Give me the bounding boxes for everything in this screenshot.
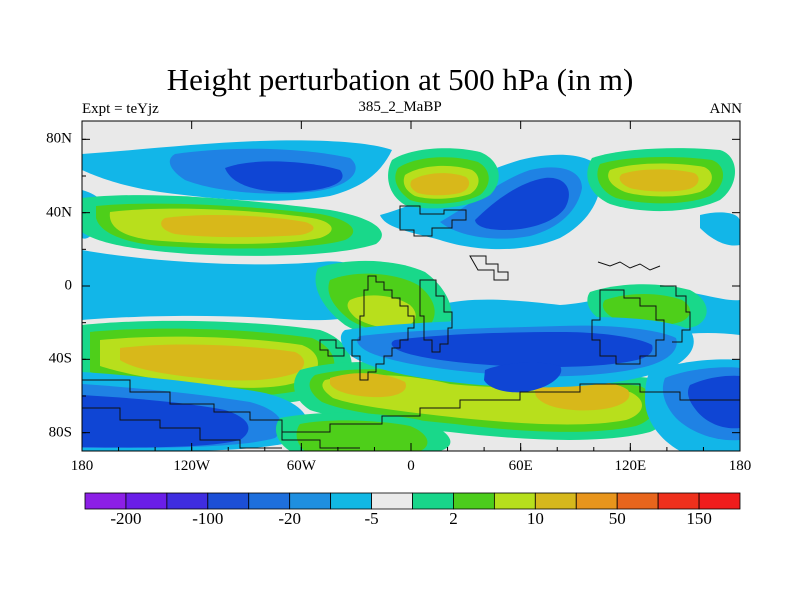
lat-label: 0 xyxy=(64,277,73,294)
contour-neg-eurasia-deep xyxy=(475,177,569,230)
lat-label: 80N xyxy=(46,130,72,147)
colorbar-swatch xyxy=(330,492,372,510)
colorbar-label: -5 xyxy=(364,509,379,528)
colorbar-swatch xyxy=(412,492,454,510)
contour-pos-tropics-africa-hi xyxy=(347,295,416,328)
contour-neg-sio-deep xyxy=(391,332,653,368)
colorbar-swatch xyxy=(125,492,168,510)
colorbar xyxy=(84,492,741,510)
plot-title: Height perturbation at 500 hPa (in m) xyxy=(166,62,634,97)
coastline-southeast xyxy=(660,285,691,343)
coastline-antarctica xyxy=(82,379,740,433)
colorbar-swatch xyxy=(166,492,209,510)
contour-neg-tropics xyxy=(82,250,374,321)
colorbar-label: 50 xyxy=(608,509,626,528)
lat-label: 40N xyxy=(46,204,72,221)
contour-field xyxy=(82,121,740,451)
colorbar-swatch xyxy=(657,492,700,510)
colorbar-label: 150 xyxy=(686,509,712,528)
colorbar-label: 2 xyxy=(449,509,458,528)
coastline-africa xyxy=(419,279,453,353)
coastline-asia-se xyxy=(469,255,509,281)
colorbar-swatch xyxy=(84,492,127,510)
contour-neg-sio-deep-2 xyxy=(484,362,562,393)
coastline-australia xyxy=(591,289,665,365)
colorbar-swatch xyxy=(493,492,536,510)
coastline-seasia xyxy=(597,261,661,271)
coastlines xyxy=(82,205,740,449)
colorbar-swatch xyxy=(207,492,250,510)
colorbar-label: -100 xyxy=(192,509,224,528)
colorbar-swatch xyxy=(616,492,659,510)
coastline-europe xyxy=(399,205,467,237)
lat-label: 80S xyxy=(48,424,72,441)
contour-pos-satl-max-2 xyxy=(535,380,630,411)
colorbar-label: -200 xyxy=(110,509,142,528)
colorbar-swatch xyxy=(289,492,332,510)
contour-pos-antarctic-mid xyxy=(296,420,428,451)
contour-pos-siberia-max xyxy=(619,169,699,192)
lon-label: 60W xyxy=(286,458,316,474)
coastline-south-america xyxy=(351,275,415,381)
lon-label: 180 xyxy=(728,458,752,474)
colorbar-swatch xyxy=(371,492,413,510)
colorbar-swatch xyxy=(575,492,618,510)
season-label: ANN xyxy=(709,101,743,117)
colorbar-swatch xyxy=(698,492,741,510)
coastline-america-central xyxy=(319,339,345,357)
colorbar-swatch xyxy=(534,492,577,510)
contour-pos-npac-max xyxy=(161,215,314,238)
axis-ticks xyxy=(81,121,741,451)
lon-label: 0 xyxy=(407,458,415,474)
coastline-far-south xyxy=(281,432,360,449)
experiment-label: Expt = teYjz xyxy=(82,101,159,117)
contour-neg-spac-low-deep xyxy=(82,395,249,448)
contour-pos-spac-max xyxy=(120,344,305,381)
lon-label: 120E xyxy=(614,458,647,474)
contour-neg-se-low-deep xyxy=(688,375,740,429)
lon-label: 60E xyxy=(508,458,533,474)
contour-neg-fareast xyxy=(700,212,740,246)
contour-pos-tropics-io-mid xyxy=(602,294,691,326)
case-label: 385_2_MaBP xyxy=(358,99,442,115)
contour-neg-north-deep xyxy=(225,161,343,193)
lat-label: 40S xyxy=(48,350,72,367)
coastline-antarctica-2 xyxy=(82,407,282,449)
colorbar-swatch xyxy=(248,492,291,510)
lon-label: 180 xyxy=(70,458,94,474)
colorbar-label: 10 xyxy=(526,509,544,528)
lon-label: 120W xyxy=(173,458,210,474)
colorbar-label: -20 xyxy=(278,509,302,528)
colorbar-swatch xyxy=(453,492,495,510)
contour-pos-satl-max xyxy=(330,373,406,398)
contour-pos-natl-max xyxy=(410,173,470,196)
